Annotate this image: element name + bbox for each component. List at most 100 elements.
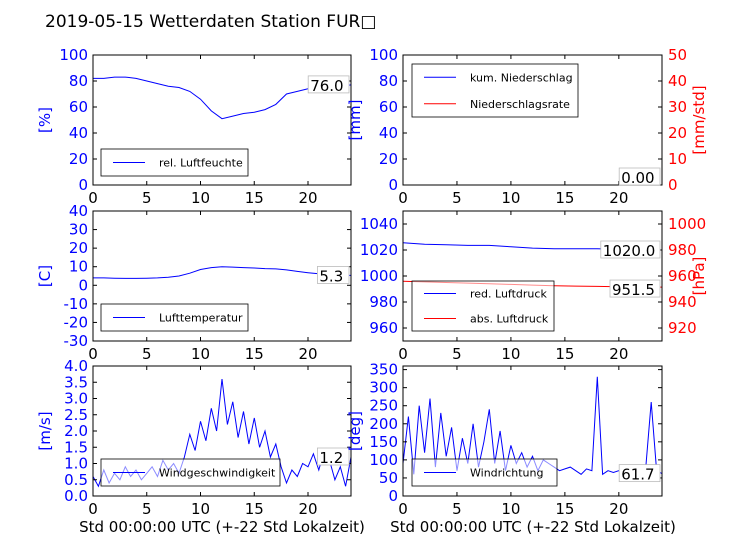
panel-wind-speed: 0 5 10 15 20 0.00.51.01.52.02.53.03.54.0 [m/s]… — [36, 357, 352, 518]
precipitation-y2-tick-label: 50 — [668, 46, 687, 64]
wind-direction-x-tick-label: 20 — [609, 500, 628, 518]
wind-speed-y-axis-label: [m/s] — [36, 411, 54, 450]
pressure-last-value-2-box — [609, 279, 661, 298]
pressure-x-tick-label: 20 — [609, 345, 628, 363]
relative-humidity-y-tick-label: 40 — [69, 124, 88, 142]
pressure-x-tick-label: 0 — [398, 345, 408, 363]
wind-direction-plot-frame — [402, 365, 663, 497]
temperature-x-tick-label: 5 — [142, 345, 152, 363]
temperature-y-tick-label: 10 — [69, 258, 88, 276]
precipitation-y-tick-label: 60 — [379, 98, 398, 116]
panel-temperature: 0 5 10 15 20-30-20-10010203040[C]Lufttempera… — [36, 202, 352, 363]
temperature-x-tick-label: 20 — [298, 345, 317, 363]
wind-speed-x-tick-label: 20 — [298, 500, 317, 518]
temperature-plot-frame — [92, 210, 352, 342]
temperature-y-tick-label: -10 — [64, 295, 89, 313]
wind-speed-y-tick-label: 4.0 — [64, 357, 88, 375]
temperature-y-tick-label: 0 — [78, 276, 88, 294]
pressure-y-tick-label: 960 — [369, 319, 398, 337]
temperature-last-value: 5.3 — [319, 267, 343, 285]
wind-speed-x-tick-label: 0 — [88, 500, 98, 518]
relative-humidity-x-tick-label: 15 — [245, 189, 264, 207]
precipitation-legend-label: kum. Niederschlag — [470, 71, 573, 84]
panel-precipitation: 0 5 10 15 20 0 20 40 60 80 100 0 10 20 30 40 50 [mm] [mm/s… — [346, 46, 708, 207]
temperature-last-value-box — [316, 266, 350, 284]
pressure-y-tick-label: 1040 — [360, 215, 398, 233]
wind-direction-x-tick-label: 10 — [501, 500, 520, 518]
wind-speed-y-tick-label: 1.0 — [64, 455, 88, 473]
relative-humidity-y-tick-label: 0 — [78, 176, 88, 194]
pressure-y-tick-label: 1000 — [360, 267, 398, 285]
temperature-legend-label: Lufttemperatur — [159, 312, 243, 325]
pressure-y-tick-label: 980 — [369, 293, 398, 311]
panel-wind-direction: 0 5 10 15 20050100150200250300350[deg]Windri… — [346, 361, 663, 518]
pressure-legend-box — [411, 280, 555, 332]
relative-humidity-last-value: 76.0 — [310, 77, 343, 95]
wind-speed-x-tick-label: 15 — [245, 500, 264, 518]
pressure-y2-tick-label: 980 — [668, 241, 697, 259]
wind-direction-y-tick-label: 50 — [379, 469, 398, 487]
temperature-y-tick-label: 20 — [69, 239, 88, 257]
precipitation-x-tick-label: 15 — [555, 189, 574, 207]
wind-direction-y-tick-label: 100 — [369, 451, 398, 469]
temperature-series-line-0 — [93, 266, 352, 279]
precipitation-y-tick-label: 80 — [379, 72, 398, 90]
precipitation-y-tick-label: 100 — [369, 46, 398, 64]
wind-direction-y-tick-label: 250 — [369, 397, 398, 415]
wind-speed-y-tick-label: 3.5 — [64, 373, 88, 391]
wind-direction-y-tick-label: 200 — [369, 415, 398, 433]
pressure-last-value: 1020.0 — [603, 242, 656, 260]
precipitation-legend-label: Niederschlagsrate — [470, 98, 570, 111]
temperature-y-tick-label: -20 — [64, 313, 89, 331]
wind-direction-x-tick-label: 5 — [452, 500, 462, 518]
wind-direction-legend-label: Windrichtung — [470, 467, 543, 480]
temperature-x-tick-label: 15 — [245, 345, 264, 363]
relative-humidity-x-tick-label: 5 — [142, 189, 152, 207]
x-axis-label-right: Std 00:00:00 UTC (+-22 Std Lokalzeit) — [390, 518, 676, 536]
pressure-x-tick-label: 10 — [501, 345, 520, 363]
wind-speed-x-tick-label: 10 — [191, 500, 210, 518]
relative-humidity-y-axis-label: [%] — [36, 107, 54, 133]
precipitation-y2-tick-label: 20 — [668, 124, 687, 142]
wind-speed-y-tick-label: 0.0 — [64, 487, 88, 505]
temperature-x-tick-label: 10 — [191, 345, 210, 363]
relative-humidity-y-tick-label: 20 — [69, 150, 88, 168]
pressure-legend-label: red. Luftdruck — [470, 288, 547, 301]
wind-direction-last-value: 61.7 — [621, 466, 654, 484]
relative-humidity-plot-frame — [92, 54, 352, 186]
wind-direction-x-tick-label: 0 — [398, 500, 408, 518]
panel-pressure: 0 5 10 15 20 960 980 1000 1020 1040 920 940 960 980 10… — [360, 210, 708, 363]
pressure-last-value-2: 951.5 — [612, 281, 655, 299]
precipitation-last-value: 0.00 — [621, 169, 654, 187]
wind-speed-x-tick-label: 5 — [142, 500, 152, 518]
precipitation-y-axis-label: [mm] — [346, 100, 364, 141]
precipitation-x-tick-label: 0 — [398, 189, 408, 207]
precipitation-x-tick-label: 20 — [609, 189, 628, 207]
precipitation-legend-box — [411, 63, 579, 118]
wind-speed-y-tick-label: 2.0 — [64, 422, 88, 440]
precipitation-x-tick-label: 10 — [501, 189, 520, 207]
relative-humidity-x-tick-label: 10 — [191, 189, 210, 207]
wind-speed-legend-label: Windgeschwindigkeit — [159, 467, 276, 480]
pressure-last-value-box — [600, 240, 661, 259]
wind-direction-y-tick-label: 0 — [388, 487, 398, 505]
precipitation-last-value-box — [618, 167, 661, 186]
pressure-y-tick-label: 1020 — [360, 241, 398, 259]
figure-title: 2019-05-15 Wetterdaten Station FUR□ — [45, 12, 376, 32]
wind-speed-y-tick-label: 1.5 — [64, 438, 88, 456]
wind-direction-y-axis-label: [deg] — [346, 411, 364, 451]
temperature-y-axis-label: [C] — [36, 265, 54, 287]
wind-direction-y-tick-label: 350 — [369, 361, 398, 379]
relative-humidity-y-tick-label: 60 — [69, 98, 88, 116]
pressure-legend-label: abs. Luftdruck — [470, 313, 549, 326]
pressure-y2-tick-label: 940 — [668, 293, 697, 311]
precipitation-x-tick-label: 5 — [452, 189, 462, 207]
temperature-x-tick-label: 0 — [88, 345, 98, 363]
wind-speed-y-tick-label: 0.5 — [64, 471, 88, 489]
temperature-y-tick-label: 30 — [69, 221, 88, 239]
pressure-y2-tick-label: 920 — [668, 319, 697, 337]
pressure-x-tick-label: 15 — [555, 345, 574, 363]
wind-direction-last-value-box — [618, 464, 661, 483]
wind-speed-y-tick-label: 3.0 — [64, 390, 88, 408]
